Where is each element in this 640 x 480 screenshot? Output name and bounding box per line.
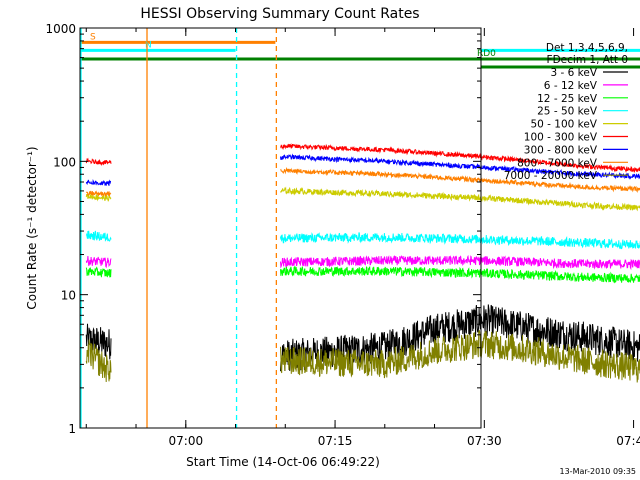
series-line <box>280 254 640 271</box>
y-tick-label: 10 <box>61 289 76 303</box>
series-line <box>280 142 640 173</box>
series-line <box>280 232 640 250</box>
x-axis-label: Start Time (14-Oct-06 06:49:22) <box>186 455 380 469</box>
series-line <box>85 190 112 197</box>
series-line <box>280 186 640 212</box>
legend-label: 800 - 7000 keV <box>517 157 598 169</box>
legend: Det 1,3,4,5,6,9,FDecim 1, Att 03 - 6 keV… <box>504 42 628 182</box>
flag-label: RD0 <box>477 49 496 59</box>
series-line <box>280 304 640 372</box>
legend-label: 6 - 12 keV <box>544 80 598 92</box>
legend-label: 50 - 100 keV <box>530 119 597 131</box>
legend-label: 100 - 300 keV <box>524 132 598 144</box>
plot-frame <box>79 27 482 429</box>
legend-label: 12 - 25 keV <box>537 93 598 105</box>
x-tick-label: 07:30 <box>467 434 502 448</box>
x-tick-label: 07:00 <box>169 434 204 448</box>
legend-label: 25 - 50 keV <box>537 106 598 118</box>
series-line <box>85 157 112 167</box>
series-layer <box>85 142 640 383</box>
legend-header: FDecim 1, Att 0 <box>547 54 628 66</box>
x-tick-label: 07:15 <box>318 434 353 448</box>
chart-title: HESSI Observing Summary Count Rates <box>140 6 419 22</box>
y-tick-label: 100 <box>53 155 76 169</box>
legend-header: Det 1,3,4,5,6,9, <box>546 42 628 54</box>
flag-label: N <box>145 40 152 50</box>
y-tick-label: 1 <box>68 422 76 436</box>
series-line <box>85 230 112 242</box>
series-line <box>85 178 112 186</box>
series-line <box>85 266 112 278</box>
legend-label: 300 - 800 keV <box>524 144 598 156</box>
legend-label: 3 - 6 keV <box>550 67 597 79</box>
vertical-markers <box>80 28 278 428</box>
footer-date: 13-Mar-2010 09:35 <box>560 467 637 476</box>
series-line <box>85 256 112 269</box>
series-line <box>280 265 640 284</box>
y-tick-label: 1000 <box>45 22 76 36</box>
y-axis-label: Count Rate (s⁻¹ detector⁻¹) <box>25 146 39 309</box>
x-tick-label: 07:45 <box>616 434 640 448</box>
series-line <box>280 166 640 193</box>
series-line <box>280 153 640 180</box>
legend-label: 7000 - 20000 keV <box>504 170 598 182</box>
flag-label: S <box>90 32 96 42</box>
series-line <box>280 329 640 383</box>
series-line <box>85 339 112 383</box>
series-line <box>85 193 112 202</box>
